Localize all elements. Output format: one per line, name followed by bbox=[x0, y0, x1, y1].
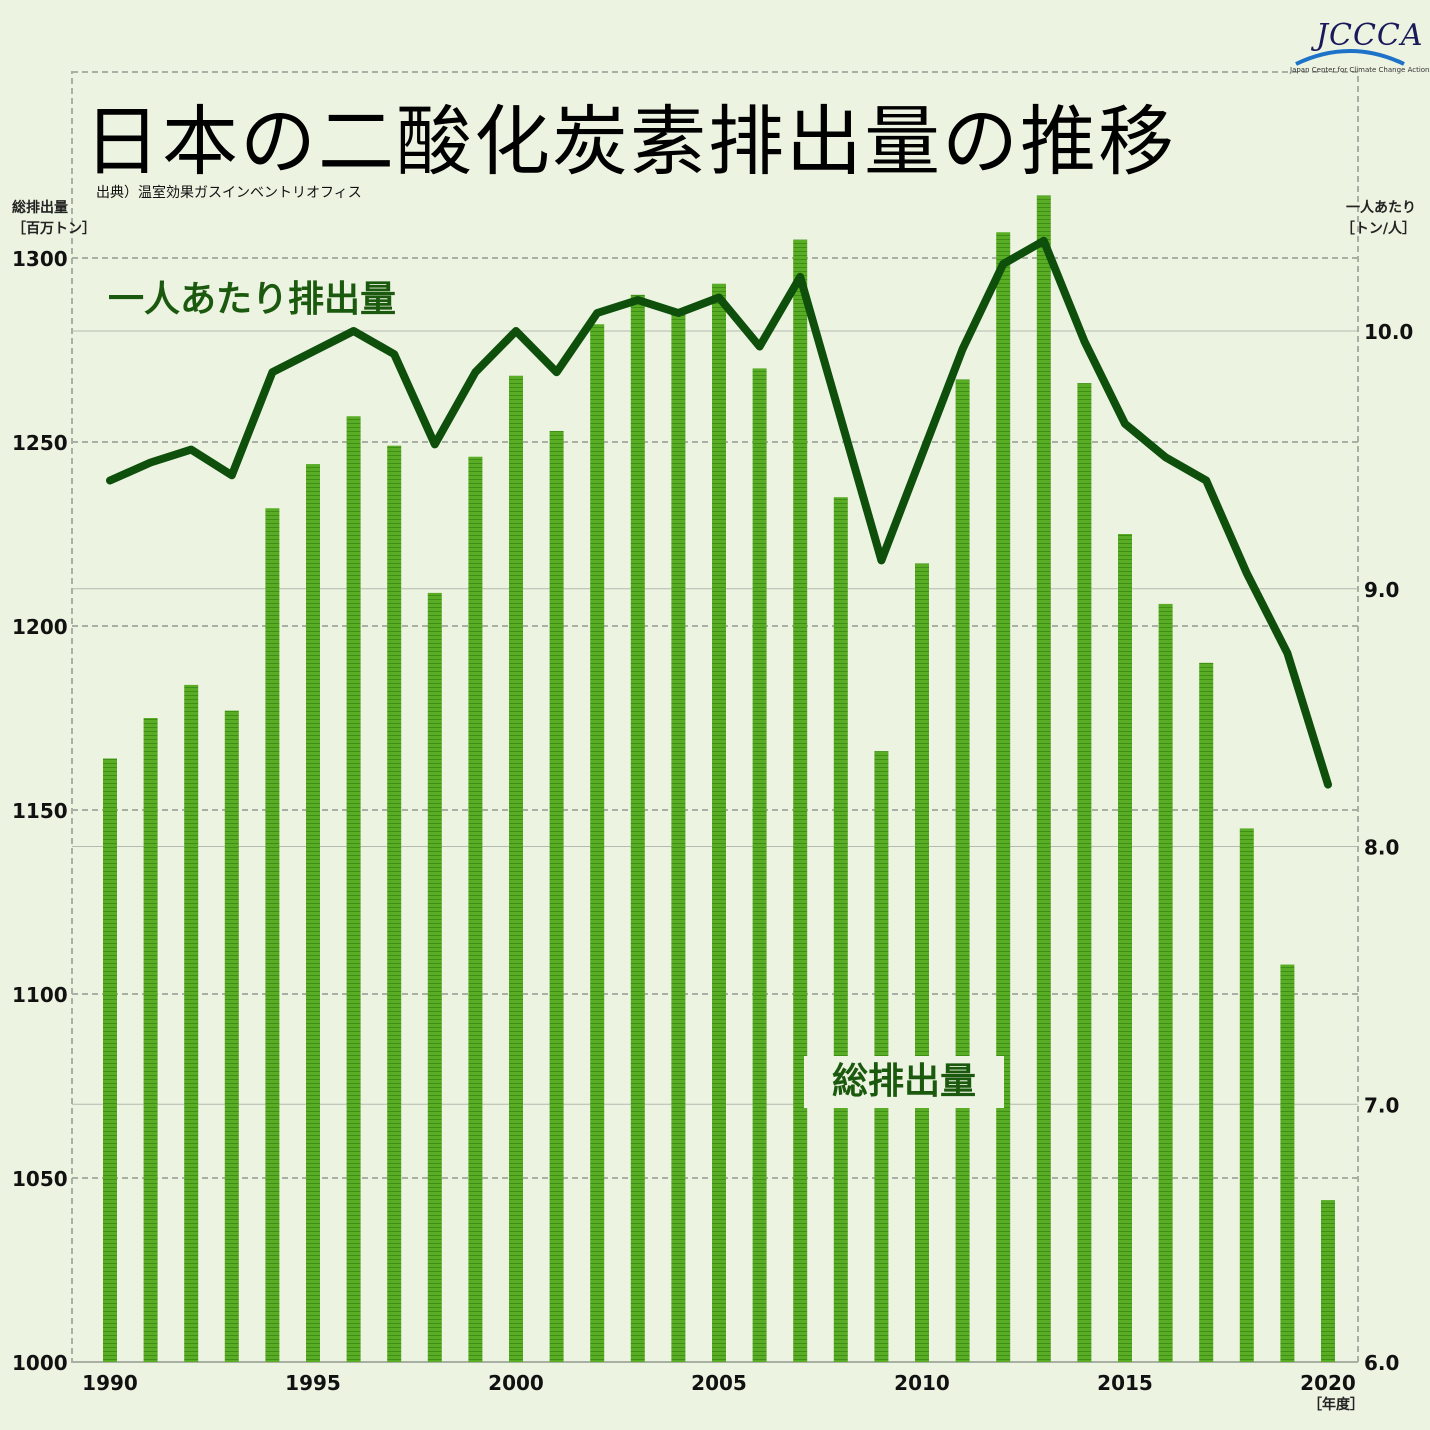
x-tick-label: 2010 bbox=[894, 1371, 950, 1395]
left-tick-label: 1300 bbox=[12, 247, 68, 271]
total-series-label: 総排出量 bbox=[804, 1056, 1004, 1108]
chart-title: 日本の二酸化炭素排出量の推移 bbox=[84, 97, 1176, 186]
bar bbox=[143, 718, 158, 1362]
bar bbox=[346, 416, 361, 1362]
bar bbox=[103, 758, 117, 1362]
right-tick-label: 6.0 bbox=[1364, 1351, 1399, 1375]
bar bbox=[1077, 383, 1092, 1362]
logo-text: JCCCA bbox=[1316, 18, 1424, 53]
left-tick-label: 1100 bbox=[12, 983, 68, 1007]
line-series-per-capita bbox=[106, 236, 1332, 789]
left-tick-label: 1150 bbox=[12, 799, 68, 823]
plot-frame bbox=[71, 71, 1359, 1363]
bar bbox=[224, 710, 239, 1362]
bar bbox=[712, 283, 726, 1362]
bar bbox=[1036, 195, 1051, 1363]
bar bbox=[955, 379, 970, 1362]
bar bbox=[752, 368, 767, 1362]
x-tick-label: 2020 bbox=[1300, 1371, 1356, 1395]
right-axis-tick-labels: 6.0 7.0 8.0 9.0 10.0 bbox=[1364, 320, 1413, 1375]
right-tick-label: 9.0 bbox=[1364, 578, 1399, 602]
left-tick-label: 1200 bbox=[12, 615, 68, 639]
x-tick-label: 1990 bbox=[82, 1371, 138, 1395]
bar bbox=[387, 445, 402, 1362]
left-axis-title-line2: ［百万トン］ bbox=[12, 221, 96, 237]
right-tick-label: 10.0 bbox=[1364, 320, 1413, 344]
left-tick-label: 1000 bbox=[12, 1351, 68, 1375]
x-tick-label: 2000 bbox=[488, 1371, 544, 1395]
right-axis-title-line1: 一人あたり bbox=[1346, 200, 1416, 216]
right-tick-label: 8.0 bbox=[1364, 836, 1399, 860]
bar bbox=[630, 294, 645, 1362]
logo-subtitle: Japan Center for Climate Change Actions bbox=[1290, 66, 1430, 74]
bar bbox=[509, 375, 523, 1362]
bar bbox=[996, 232, 1011, 1363]
bar bbox=[671, 309, 686, 1362]
bar bbox=[549, 430, 564, 1363]
bar bbox=[590, 324, 605, 1362]
source-note: 出典）温室効果ガスインベントリオフィス bbox=[96, 185, 362, 201]
bar bbox=[1199, 662, 1214, 1362]
per-capita-series-label: 一人あたり排出量 bbox=[108, 279, 397, 320]
bar bbox=[833, 497, 848, 1362]
x-axis-tick-labels: 1990 1995 2000 2005 2010 2015 2020 bbox=[82, 1371, 1356, 1395]
left-tick-label: 1250 bbox=[12, 431, 68, 455]
logo-arc-icon bbox=[1295, 49, 1405, 66]
bar bbox=[1321, 1200, 1335, 1362]
bar bbox=[1158, 603, 1173, 1362]
jccca-logo: JCCCA Japan Center for Climate Change Ac… bbox=[1290, 18, 1430, 78]
left-tick-label: 1050 bbox=[12, 1167, 68, 1191]
right-tick-label: 7.0 bbox=[1364, 1093, 1399, 1117]
x-tick-label: 1995 bbox=[285, 1371, 341, 1395]
per-capita-line bbox=[106, 236, 1332, 789]
bar bbox=[915, 563, 929, 1362]
left-axis-tick-labels: 1000 1050 1100 1150 1200 1250 1300 bbox=[12, 247, 68, 1375]
bar bbox=[306, 464, 320, 1363]
bar bbox=[184, 684, 199, 1362]
x-tick-label: 2015 bbox=[1097, 1371, 1153, 1395]
bar bbox=[1239, 828, 1254, 1362]
right-axis-title: 一人あたり ［トン/人］ bbox=[1341, 198, 1416, 240]
bar bbox=[265, 508, 280, 1362]
bar bbox=[427, 592, 442, 1362]
bar bbox=[1280, 964, 1295, 1362]
right-axis-title-line2: ［トン/人］ bbox=[1340, 221, 1416, 237]
bar bbox=[1118, 534, 1132, 1362]
bar bbox=[468, 456, 483, 1363]
x-tick-label: 2005 bbox=[691, 1371, 747, 1395]
bar bbox=[793, 239, 808, 1363]
x-axis-unit: ［年度］ bbox=[1308, 1397, 1364, 1413]
left-axis-title: 総排出量 ［百万トン］ bbox=[12, 198, 96, 240]
bar-series-total-emissions bbox=[103, 195, 1335, 1363]
left-axis-title-line1: 総排出量 bbox=[12, 200, 68, 216]
